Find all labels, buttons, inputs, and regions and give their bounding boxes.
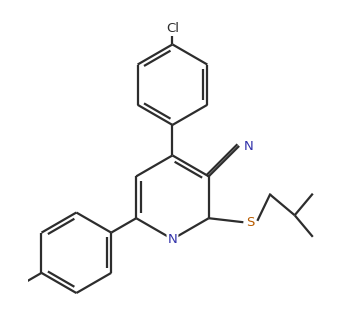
Text: N: N: [244, 140, 254, 153]
Text: N: N: [168, 232, 177, 246]
Text: Cl: Cl: [166, 22, 179, 35]
Text: S: S: [246, 216, 255, 229]
